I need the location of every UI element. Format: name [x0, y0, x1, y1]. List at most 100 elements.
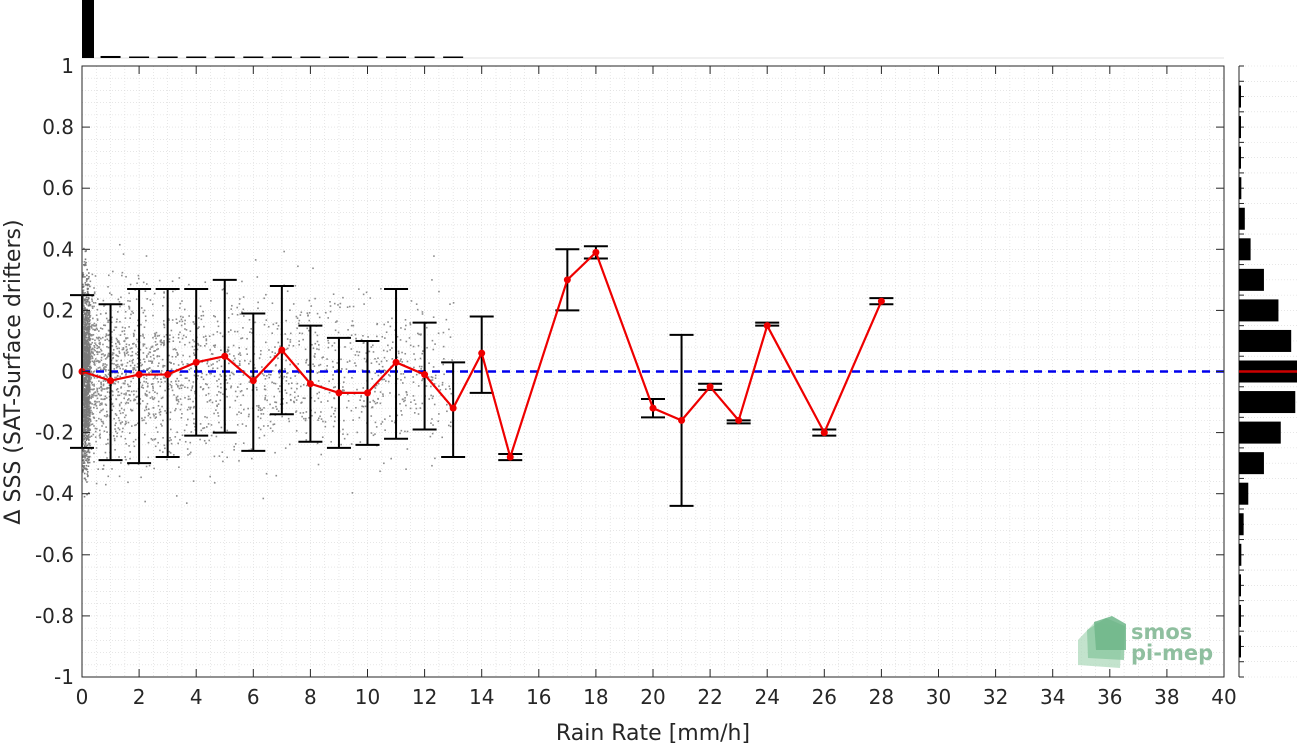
scatter-point — [84, 276, 86, 278]
scatter-point — [139, 381, 142, 384]
scatter-point — [83, 387, 85, 390]
mean-point — [506, 453, 514, 461]
scatter-point — [322, 420, 324, 423]
scatter-point — [91, 352, 94, 354]
scatter-point — [113, 368, 116, 370]
scatter-point — [88, 417, 91, 420]
scatter-point — [305, 439, 308, 441]
scatter-point — [89, 280, 92, 283]
scatter-point — [231, 304, 233, 307]
smos-pimep-logo: smos pi-mep — [1078, 616, 1213, 668]
scatter-point — [370, 346, 373, 348]
scatter-point — [88, 275, 90, 278]
scatter-point — [192, 406, 195, 409]
scatter-point — [336, 320, 338, 322]
scatter-point — [82, 316, 85, 318]
scatter-point — [93, 403, 96, 406]
scatter-point — [184, 323, 186, 325]
scatter-point — [82, 429, 85, 432]
scatter-point — [160, 343, 162, 346]
scatter-point — [158, 411, 161, 414]
scatter-point — [128, 308, 131, 310]
scatter-point — [308, 299, 311, 302]
scatter-point — [87, 353, 90, 356]
scatter-point — [93, 417, 96, 419]
scatter-point — [215, 409, 217, 411]
scatter-point — [278, 376, 281, 379]
scatter-point — [342, 433, 344, 435]
scatter-point — [228, 362, 230, 365]
scatter-point — [343, 389, 345, 392]
scatter-point — [86, 331, 89, 334]
scatter-point — [96, 344, 98, 347]
scatter-point — [381, 421, 384, 423]
scatter-point — [174, 380, 177, 383]
scatter-point — [298, 319, 301, 322]
scatter-point — [357, 354, 360, 357]
scatter-point — [171, 389, 174, 392]
scatter-point — [87, 414, 89, 417]
scatter-point — [275, 401, 278, 404]
scatter-point — [84, 436, 87, 439]
scatter-point — [82, 302, 85, 304]
scatter-point — [112, 394, 114, 397]
scatter-point — [162, 437, 164, 439]
scatter-point — [104, 368, 106, 371]
scatter-point — [342, 389, 344, 391]
scatter-point — [393, 421, 396, 424]
scatter-point — [248, 413, 250, 416]
scatter-point — [284, 368, 286, 370]
scatter-point — [140, 323, 142, 326]
scatter-point — [85, 341, 87, 343]
scatter-point — [442, 345, 445, 348]
scatter-point — [374, 421, 377, 424]
scatter-point — [86, 365, 89, 368]
scatter-point — [88, 381, 90, 384]
scatter-point — [87, 418, 90, 421]
scatter-point — [162, 344, 165, 347]
y-tick-label: 0.2 — [42, 298, 74, 322]
scatter-point — [429, 435, 432, 438]
scatter-point — [86, 311, 89, 314]
scatter-point — [86, 430, 89, 432]
scatter-point — [182, 316, 184, 318]
scatter-point — [148, 360, 150, 362]
scatter-point — [332, 412, 335, 415]
scatter-point — [85, 362, 88, 365]
scatter-point — [85, 336, 87, 339]
scatter-point — [126, 337, 129, 339]
scatter-point — [93, 377, 96, 379]
scatter-point — [211, 401, 214, 404]
scatter-point — [190, 367, 192, 370]
scatter-point — [146, 298, 148, 300]
scatter-point — [263, 388, 266, 391]
scatter-point — [405, 324, 407, 327]
scatter-point — [205, 339, 208, 342]
scatter-point — [313, 365, 316, 368]
scatter-point — [85, 389, 87, 392]
scatter-point — [232, 344, 235, 347]
scatter-point — [220, 349, 222, 352]
scatter-point — [93, 383, 95, 386]
scatter-point — [83, 444, 86, 446]
scatter-point — [137, 274, 140, 277]
scatter-point — [102, 408, 104, 411]
scatter-point — [375, 384, 378, 387]
top-hist-bar — [328, 56, 349, 58]
scatter-point — [117, 417, 120, 419]
scatter-point — [233, 373, 235, 376]
scatter-point — [296, 382, 299, 385]
scatter-point — [96, 376, 99, 379]
scatter-point — [370, 432, 373, 434]
scatter-point — [342, 386, 344, 388]
mean-point — [449, 404, 457, 412]
scatter-point — [95, 368, 98, 371]
scatter-point — [94, 436, 97, 438]
scatter-point — [107, 352, 110, 355]
scatter-point — [121, 274, 123, 277]
scatter-point — [88, 320, 91, 323]
scatter-point — [87, 333, 90, 335]
scatter-point — [104, 365, 106, 368]
scatter-point — [316, 334, 319, 337]
scatter-point — [172, 336, 175, 339]
